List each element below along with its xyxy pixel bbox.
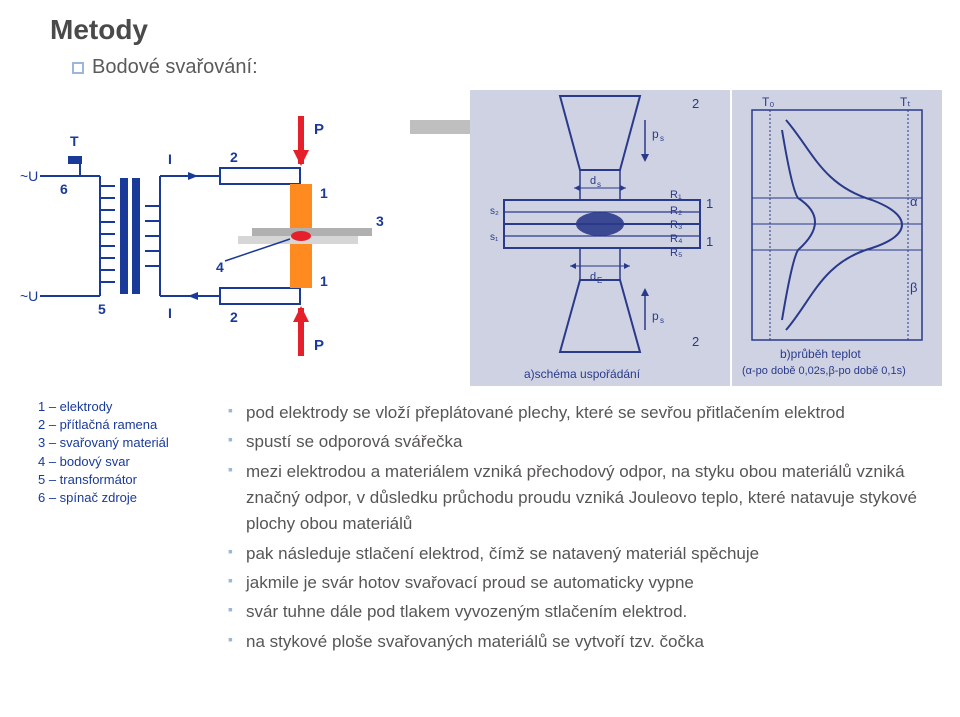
- svg-text:d: d: [590, 175, 596, 187]
- mid-caption: a)schéma uspořádání: [524, 367, 641, 381]
- svg-text:s₂: s₂: [490, 206, 499, 217]
- svg-text:p: p: [652, 127, 659, 141]
- svg-text:T₀: T₀: [762, 95, 774, 109]
- left-schematic: ~U ~U T 6 5: [20, 86, 430, 396]
- svg-text:E: E: [597, 276, 602, 285]
- legend-item: 6 – spínač zdroje: [38, 489, 169, 507]
- bullet-item: pak následuje stlačení elektrod, čímž se…: [228, 541, 928, 567]
- svg-text:4: 4: [216, 259, 224, 275]
- bullet-square-icon: [72, 62, 84, 74]
- diagram-area: ~U ~U T 6 5: [20, 86, 940, 386]
- subtitle-row: Bodové svařování:: [72, 56, 258, 79]
- svg-text:R₃: R₃: [670, 219, 682, 231]
- svg-text:2: 2: [230, 309, 238, 325]
- svg-text:I: I: [168, 305, 172, 321]
- svg-text:1: 1: [320, 273, 328, 289]
- svg-text:p: p: [652, 309, 659, 323]
- svg-text:R₂: R₂: [670, 205, 682, 217]
- svg-text:2: 2: [692, 334, 699, 349]
- divider-bar: [410, 120, 470, 140]
- svg-text:d: d: [590, 271, 596, 283]
- subtitle: Bodové svařování:: [92, 56, 258, 79]
- middle-schematic: ds dE ps ps R₁ R₂ R₃ R₄ R₅ s₂ s₁ 2 1 1 2…: [470, 90, 730, 386]
- bullet-item: jakmile je svár hotov svařovací proud se…: [228, 570, 928, 596]
- schematic-legend: 1 – elektrody 2 – přítlačná ramena 3 – s…: [38, 398, 169, 507]
- svg-text:P: P: [314, 121, 324, 138]
- bullet-item: na stykové ploše svařovaných materiálů s…: [228, 629, 928, 655]
- svg-text:1: 1: [320, 185, 328, 201]
- svg-text:~U: ~U: [20, 288, 38, 304]
- svg-text:R₄: R₄: [670, 233, 683, 245]
- legend-item: 4 – bodový svar: [38, 453, 169, 471]
- bullet-item: spustí se odporová svářečka: [228, 429, 928, 455]
- bullet-item: svár tuhne dále pod tlakem vyvozeným stl…: [228, 599, 928, 625]
- legend-item: 5 – transformátor: [38, 471, 169, 489]
- svg-text:2: 2: [692, 96, 699, 111]
- svg-text:s₁: s₁: [490, 232, 499, 243]
- svg-text:P: P: [314, 337, 324, 354]
- svg-text:2: 2: [230, 149, 238, 165]
- svg-text:5: 5: [98, 301, 106, 317]
- svg-text:1: 1: [706, 234, 713, 249]
- bullet-item: mezi elektrodou a materiálem vzniká přec…: [228, 459, 928, 538]
- right-subcaption: (α-po době 0,02s,β-po době 0,1s): [742, 365, 906, 377]
- svg-text:~U: ~U: [20, 168, 38, 184]
- svg-text:R₁: R₁: [670, 189, 682, 201]
- legend-item: 3 – svařovaný materiál: [38, 434, 169, 452]
- right-schematic: T₀ Tₜ α β b)průběh teplot (α-po době 0,0…: [732, 90, 942, 386]
- bullet-item: pod elektrody se vloží přeplátované plec…: [228, 400, 928, 426]
- svg-text:s: s: [597, 180, 601, 189]
- svg-text:T: T: [70, 133, 79, 149]
- svg-text:s: s: [660, 134, 664, 143]
- page-title: Metody: [50, 14, 148, 46]
- svg-text:β: β: [910, 280, 917, 295]
- legend-item: 1 – elektrody: [38, 398, 169, 416]
- svg-text:Tₜ: Tₜ: [900, 95, 911, 109]
- svg-text:R₅: R₅: [670, 247, 682, 259]
- legend-item: 2 – přítlačná ramena: [38, 416, 169, 434]
- svg-text:6: 6: [60, 181, 68, 197]
- svg-text:s: s: [660, 316, 664, 325]
- bullet-list: pod elektrody se vloží přeplátované plec…: [228, 400, 928, 658]
- right-caption: b)průběh teplot: [780, 347, 861, 361]
- svg-text:1: 1: [706, 196, 713, 211]
- svg-text:α: α: [910, 194, 918, 209]
- svg-text:3: 3: [376, 213, 384, 229]
- svg-text:I: I: [168, 151, 172, 167]
